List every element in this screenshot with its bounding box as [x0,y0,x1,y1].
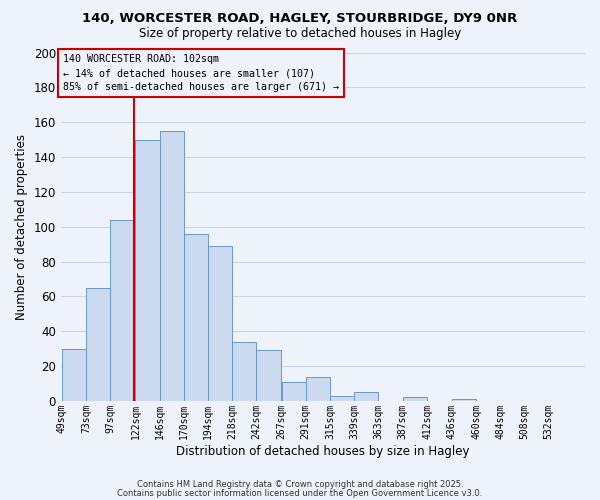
Text: 140 WORCESTER ROAD: 102sqm
← 14% of detached houses are smaller (107)
85% of sem: 140 WORCESTER ROAD: 102sqm ← 14% of deta… [63,54,339,92]
Bar [62,348,86,401]
Bar [136,140,160,401]
Bar [184,234,208,401]
Bar [330,396,354,401]
Bar [110,220,134,401]
Bar [86,288,110,401]
X-axis label: Distribution of detached houses by size in Hagley: Distribution of detached houses by size … [176,444,470,458]
Text: 140, WORCESTER ROAD, HAGLEY, STOURBRIDGE, DY9 0NR: 140, WORCESTER ROAD, HAGLEY, STOURBRIDGE… [82,12,518,26]
Bar [306,376,330,401]
Bar [256,350,281,401]
Bar [452,399,476,401]
Text: Contains public sector information licensed under the Open Government Licence v3: Contains public sector information licen… [118,488,482,498]
Bar [354,392,379,401]
Bar [208,246,232,401]
Text: Size of property relative to detached houses in Hagley: Size of property relative to detached ho… [139,28,461,40]
Bar [160,131,184,401]
Bar [403,398,427,401]
Bar [281,382,306,401]
Bar [232,342,256,401]
Y-axis label: Number of detached properties: Number of detached properties [15,134,28,320]
Text: Contains HM Land Registry data © Crown copyright and database right 2025.: Contains HM Land Registry data © Crown c… [137,480,463,489]
